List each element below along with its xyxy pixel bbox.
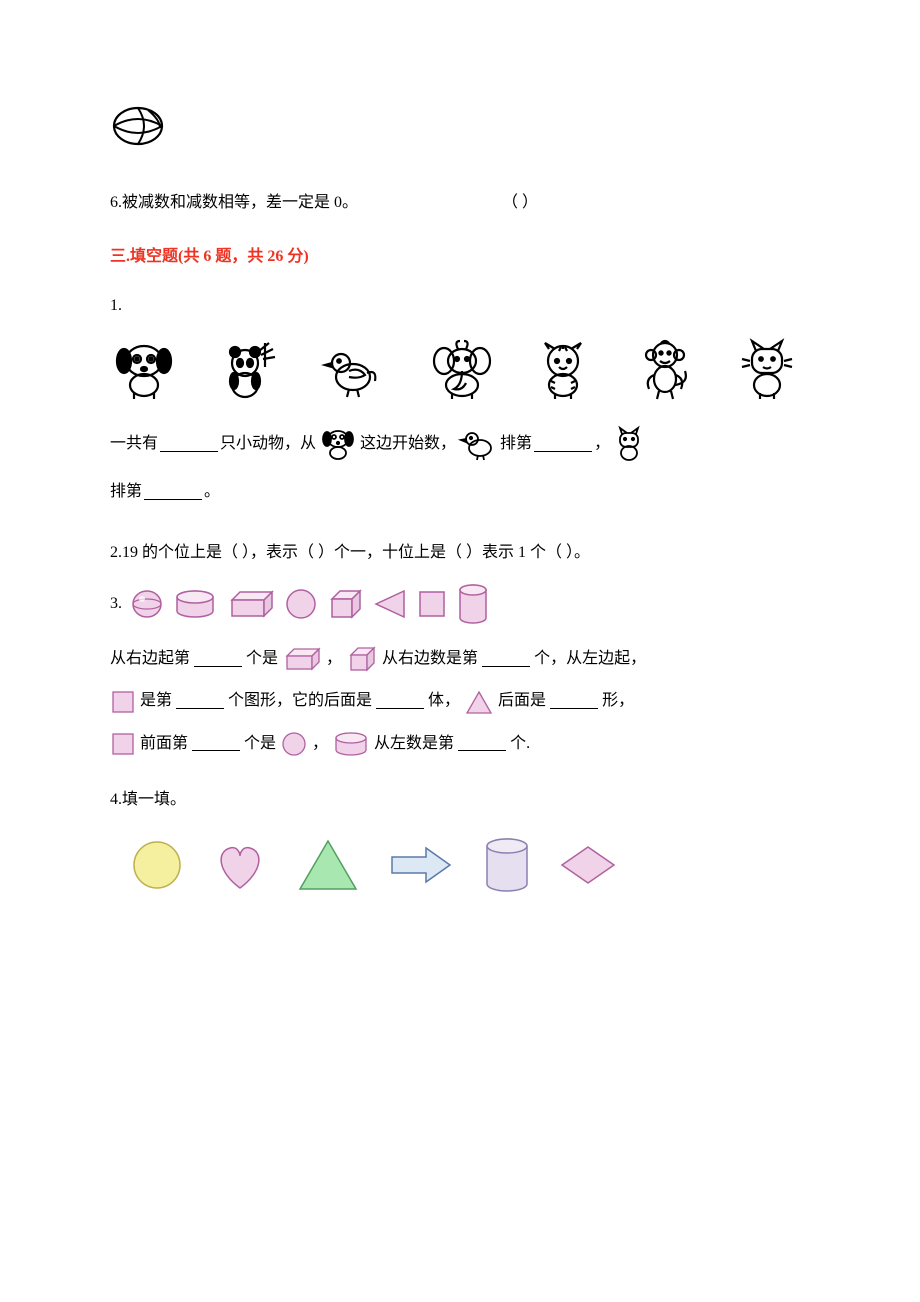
q3-b5: 形， bbox=[602, 686, 634, 716]
q3-c4: 从左数是第 bbox=[374, 729, 454, 759]
shape-triangle-icon bbox=[372, 588, 408, 620]
shape-triangle-green-icon bbox=[296, 837, 360, 893]
q3-shape-row: 3. bbox=[110, 582, 810, 626]
question-3: 3. 从右边起第 个是 ， 从右边数是第 bbox=[110, 582, 810, 759]
cube-small-icon bbox=[346, 644, 378, 674]
q3-c5: 个. bbox=[510, 729, 530, 759]
q2-text: 2.19 的个位上是（ ），表示（ ）个一，十位上是（ ）表示 1 个（ ）。 bbox=[110, 544, 590, 561]
shape-cylinder-icon bbox=[482, 836, 532, 894]
q1-t5: ， bbox=[594, 429, 610, 459]
q1-line2: 排第 。 bbox=[110, 477, 810, 507]
circle-small-icon bbox=[280, 730, 308, 758]
q4-shape-row bbox=[130, 836, 810, 894]
heading-rest: 填空题(共 6 题，共 26 分) bbox=[130, 248, 309, 265]
animal-cat bbox=[738, 337, 810, 401]
square-small-icon bbox=[110, 689, 136, 715]
animal-row bbox=[110, 335, 810, 401]
shape-circle-yellow-icon bbox=[130, 838, 184, 892]
q3-b1: 是第 bbox=[140, 686, 172, 716]
q3-a1: 从右边起第 bbox=[110, 644, 190, 674]
q1-t7: 。 bbox=[204, 477, 220, 507]
animal-bird bbox=[319, 341, 391, 401]
square-small-icon bbox=[110, 731, 136, 757]
shape-diamond-icon bbox=[558, 843, 618, 887]
question-2: 2.19 的个位上是（ ），表示（ ）个一，十位上是（ ）表示 1 个（ ）。 bbox=[110, 538, 810, 568]
blank bbox=[482, 652, 530, 667]
q3-a5: 个，从左边起， bbox=[534, 644, 646, 674]
question-1: 1. bbox=[110, 291, 810, 508]
shape-square-icon bbox=[416, 588, 448, 620]
shape-cylinder-short-icon bbox=[172, 589, 218, 619]
cat-small-icon bbox=[612, 425, 646, 463]
shape-heart-icon bbox=[210, 838, 270, 892]
sphere-icon bbox=[110, 100, 168, 148]
blank bbox=[176, 694, 224, 709]
blank bbox=[550, 694, 598, 709]
section-3-heading: 三.填空题(共 6 题，共 26 分) bbox=[110, 242, 810, 272]
q1-t1: 一共有 bbox=[110, 429, 158, 459]
heading-prefix: 三. bbox=[110, 248, 130, 265]
shape-sphere-icon bbox=[130, 588, 164, 620]
q3-c3: ， bbox=[312, 729, 328, 759]
blank bbox=[458, 736, 506, 751]
cuboid-small-icon bbox=[282, 645, 322, 673]
q3-a2: 个是 bbox=[246, 644, 278, 674]
q3-line-b: 是第 个图形，它的后面是 体， 后面是 形， bbox=[110, 686, 810, 716]
q3-b2: 个图形，它的后面是 bbox=[228, 686, 372, 716]
cylinder-small-icon bbox=[332, 731, 370, 757]
q3-c1: 前面第 bbox=[140, 729, 188, 759]
q6-paren: （ ） bbox=[502, 188, 538, 218]
q1-t2: 只小动物，从 bbox=[220, 429, 316, 459]
shape-cube-icon bbox=[326, 587, 364, 621]
blank bbox=[534, 437, 592, 452]
blank bbox=[160, 437, 218, 452]
blank bbox=[192, 736, 240, 751]
q1-line1: 一共有 只小动物，从 这边开始数， 排第 ， bbox=[110, 425, 810, 463]
q6-text: 6.被减数和减数相等，差一定是 0。 bbox=[110, 194, 358, 211]
q4-label: 4.填一填。 bbox=[110, 785, 810, 815]
q3-a3: ， bbox=[326, 644, 342, 674]
blank bbox=[376, 694, 424, 709]
shape-cylinder-tall-icon bbox=[456, 582, 490, 626]
q3-b4: 后面是 bbox=[498, 686, 546, 716]
q1-t3: 这边开始数， bbox=[360, 429, 456, 459]
dog-small-icon bbox=[318, 425, 358, 463]
blank bbox=[194, 652, 242, 667]
question-4: 4.填一填。 bbox=[110, 785, 810, 893]
sphere-figure bbox=[110, 100, 810, 148]
q1-label: 1. bbox=[110, 291, 810, 321]
q3-label: 3. bbox=[110, 589, 122, 619]
question-6: 6.被减数和减数相等，差一定是 0。 （ ） bbox=[110, 188, 810, 218]
q3-line-c: 前面第 个是 ， 从左数是第 个. bbox=[110, 729, 810, 759]
animal-tiger bbox=[529, 337, 601, 401]
q1-t4: 排第 bbox=[500, 429, 532, 459]
q1-t6: 排第 bbox=[110, 477, 142, 507]
animal-elephant bbox=[424, 335, 496, 401]
bird-small-icon bbox=[458, 426, 498, 462]
animal-panda bbox=[215, 337, 287, 401]
blank bbox=[144, 485, 202, 500]
q3-b3: 体， bbox=[428, 686, 460, 716]
shape-arrow-icon bbox=[386, 842, 456, 888]
shape-circle-icon bbox=[284, 588, 318, 620]
q3-a4: 从右边数是第 bbox=[382, 644, 478, 674]
triangle-small-icon bbox=[464, 688, 494, 716]
q3-c2: 个是 bbox=[244, 729, 276, 759]
animal-dog bbox=[110, 337, 182, 401]
animal-monkey bbox=[633, 335, 705, 401]
shape-cuboid-icon bbox=[226, 588, 276, 620]
q3-line-a: 从右边起第 个是 ， 从右边数是第 个，从左边起， bbox=[110, 644, 810, 674]
worksheet-page: 6.被减数和减数相等，差一定是 0。 （ ） 三.填空题(共 6 题，共 26 … bbox=[0, 0, 920, 974]
